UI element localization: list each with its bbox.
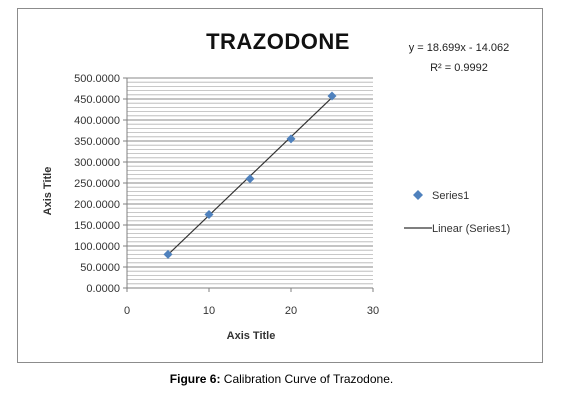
legend: Series1 Linear (Series1): [404, 190, 510, 235]
chart-title: TRAZODONE: [206, 29, 350, 54]
y-tick-label: 500.0000: [74, 73, 120, 85]
y-tick-label: 350.0000: [74, 136, 120, 148]
chart-svg: TRAZODONE y = 18.699x - 14.062 R² = 0.99…: [42, 29, 510, 342]
data-point: [245, 174, 255, 184]
y-axis-title: Axis Title: [42, 167, 54, 216]
data-points: [163, 91, 337, 259]
x-tick-label: 0: [124, 305, 130, 317]
figure-caption: Figure 6: Calibration Curve of Trazodone…: [0, 372, 563, 386]
y-tick-label: 250.0000: [74, 178, 120, 190]
legend-series1-marker: [413, 190, 423, 200]
caption-text: Calibration Curve of Trazodone.: [220, 372, 394, 386]
x-axis-title: Axis Title: [227, 330, 276, 342]
y-tick-label: 300.0000: [74, 157, 120, 169]
x-axis-ticks: 0 10 20 30: [124, 288, 379, 317]
caption-label: Figure 6:: [169, 372, 221, 386]
y-axis-ticks: 0.0000 50.0000 100.0000 150.0000 200.0000 250…: [74, 73, 127, 295]
data-point: [163, 249, 173, 259]
data-point: [327, 91, 337, 101]
y-tick-label: 400.0000: [74, 115, 120, 127]
y-tick-label: 450.0000: [74, 94, 120, 106]
data-point: [204, 210, 214, 219]
data-point: [286, 134, 296, 144]
x-tick-label: 30: [367, 305, 379, 317]
y-tick-label: 50.0000: [80, 262, 120, 274]
legend-trendline-label: Linear (Series1): [432, 223, 510, 235]
y-tick-label: 200.0000: [74, 199, 120, 211]
chart-frame: TRAZODONE y = 18.699x - 14.062 R² = 0.99…: [17, 8, 543, 363]
x-tick-label: 10: [203, 305, 215, 317]
x-tick-label: 20: [285, 305, 297, 317]
y-tick-label: 150.0000: [74, 220, 120, 232]
y-tick-label: 0.0000: [86, 283, 120, 295]
trendline-r-squared: R² = 0.9992: [430, 62, 488, 74]
trendline-equation: y = 18.699x - 14.062: [409, 42, 510, 54]
y-tick-label: 100.0000: [74, 241, 120, 253]
legend-series1-label: Series1: [432, 190, 469, 202]
